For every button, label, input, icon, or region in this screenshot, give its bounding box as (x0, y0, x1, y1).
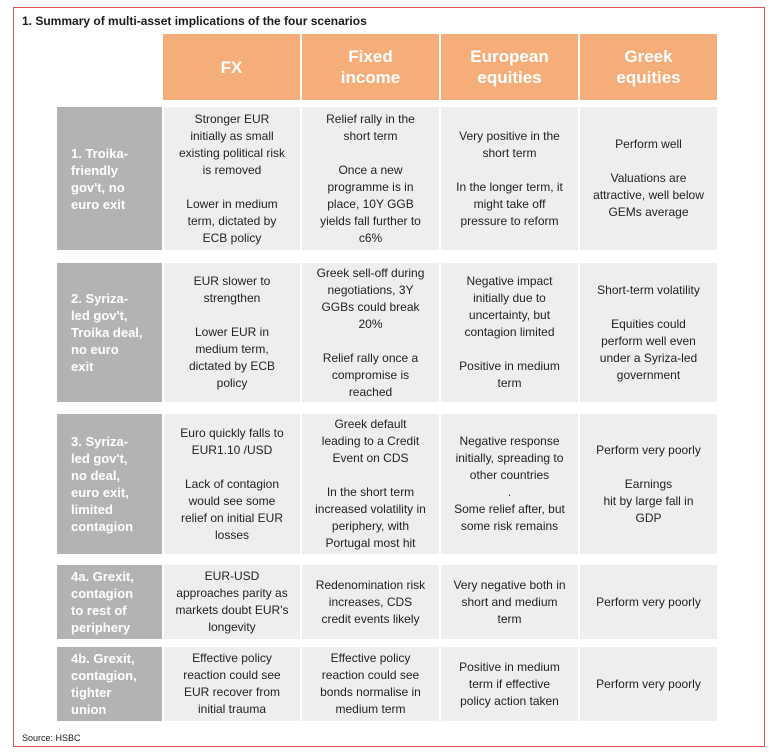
table-cell: Greek sell-off during negotiations, 3Y G… (302, 263, 439, 402)
table-cell: Perform very poorly (580, 647, 717, 721)
header-greek-equities: Greek equities (580, 34, 717, 100)
header-fixed-income: Fixed income (302, 34, 439, 100)
table-cell: Redenomination risk increases, CDS credi… (302, 565, 439, 639)
table-cell: Perform very poorly (580, 565, 717, 639)
table-cell: Greek default leading to a Credit Event … (302, 414, 439, 554)
row-label-scenario-3: 3. Syriza- led gov't, no deal, euro exit… (57, 414, 162, 554)
table-cell: Perform well Valuations are attractive, … (580, 107, 717, 250)
table-cell: EUR slower to strengthen Lower EUR in me… (164, 263, 300, 402)
table-cell: Effective policy reaction could see bond… (302, 647, 439, 721)
row-label-scenario-4b: 4b. Grexit, contagion, tighter union (57, 647, 162, 721)
table-cell: Short-term volatility Equities could per… (580, 263, 717, 402)
header-european-equities: European equities (441, 34, 578, 100)
table-cell: Effective policy reaction could see EUR … (164, 647, 300, 721)
row-label-scenario-2: 2. Syriza- led gov't, Troika deal, no eu… (57, 263, 162, 402)
table-cell: Euro quickly falls to EUR1.10 /USD Lack … (164, 414, 300, 554)
row-label-scenario-4a: 4a. Grexit, contagion to rest of periphe… (57, 565, 162, 639)
source-note: Source: HSBC (22, 733, 81, 743)
table-cell: Negative impact initially due to uncerta… (441, 263, 578, 402)
header-fx: FX (163, 34, 300, 100)
table-cell: Very positive in the short term In the l… (441, 107, 578, 250)
row-label-scenario-1: 1. Troika- friendly gov't, no euro exit (57, 107, 162, 250)
table-cell: Perform very poorly Earnings hit by larg… (580, 414, 717, 554)
figure-frame (13, 7, 765, 747)
table-cell: Stronger EUR initially as small existing… (164, 107, 300, 250)
table-cell: Positive in medium term if effective pol… (441, 647, 578, 721)
table-cell: Very negative both in short and medium t… (441, 565, 578, 639)
table-cell: Relief rally in the short term Once a ne… (302, 107, 439, 250)
table-cell: EUR-USD approaches parity as markets dou… (164, 565, 300, 639)
table-cell: Negative response initially, spreading t… (441, 414, 578, 554)
figure-title: 1. Summary of multi-asset implications o… (22, 14, 367, 28)
